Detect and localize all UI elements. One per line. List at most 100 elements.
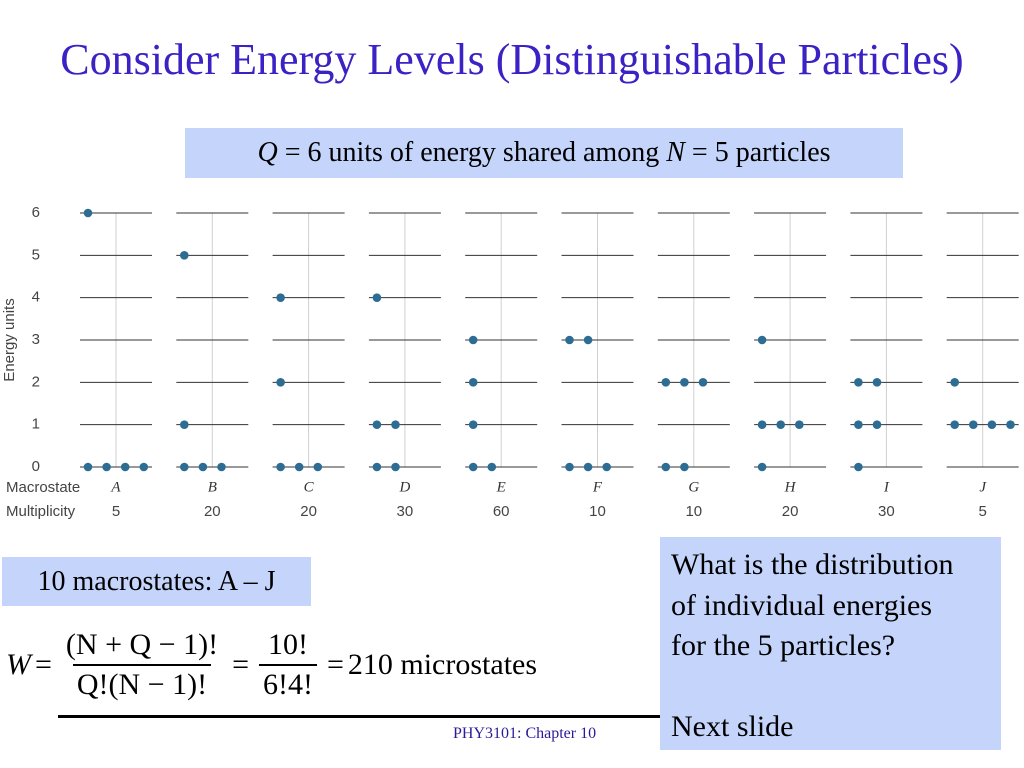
particle: [872, 420, 882, 429]
particle: [83, 462, 93, 472]
multiplicity-label: 20: [782, 503, 799, 520]
question-line: for the 5 particles?: [671, 629, 896, 662]
multiplicity-label: 5: [112, 503, 120, 520]
y-tick-label: 5: [32, 246, 40, 263]
formula-result: 210 microstates: [347, 648, 538, 681]
y-tick-label: 4: [32, 289, 40, 306]
y-tick-label: 3: [32, 331, 40, 348]
formula-equals: =: [326, 648, 344, 681]
next-slide: Next slide: [671, 710, 794, 743]
particle: [757, 462, 767, 472]
macrostate-label: G: [688, 479, 699, 495]
multiplicity-label: 10: [685, 503, 702, 520]
particle: [139, 462, 149, 472]
row-label: Macrostate: [6, 479, 80, 496]
denominator: 6!4!: [258, 664, 317, 704]
particle: [487, 462, 497, 472]
y-tick-label: 6: [32, 204, 40, 221]
particle: [276, 378, 285, 387]
formula-lhs: W: [6, 648, 31, 681]
particle: [757, 420, 767, 429]
particle: [468, 420, 478, 429]
particle: [565, 335, 574, 345]
macrostate-label: I: [883, 479, 890, 495]
particle: [372, 293, 382, 302]
particle: [583, 335, 593, 345]
particle: [661, 462, 671, 472]
macrostate-label: F: [592, 479, 603, 495]
y-axis-label: Energy units: [1, 298, 18, 381]
particle: [83, 208, 93, 218]
macrostate-label: E: [496, 479, 506, 495]
particle: [1006, 420, 1015, 429]
particle: [680, 378, 689, 387]
numerator: 10!: [267, 628, 308, 661]
subtitle-text: Q: [257, 137, 278, 168]
spacer: [671, 667, 1001, 708]
particle: [680, 462, 689, 472]
formula: W = (N + Q − 1)! Q!(N − 1)! = 10! 6!4! = 2…: [6, 620, 537, 710]
denominator: Q!(N − 1)!: [72, 664, 212, 704]
particle: [757, 335, 767, 345]
y-tick-label: 0: [32, 458, 40, 475]
particle: [854, 378, 863, 387]
particle: [180, 420, 189, 429]
particle: [468, 462, 478, 472]
particle: [969, 420, 978, 429]
fraction: 10! 6!4!: [258, 626, 317, 704]
particle: [583, 462, 593, 472]
multiplicity-label: 5: [979, 503, 987, 520]
multiplicity-label: 20: [204, 503, 221, 520]
particle: [198, 462, 208, 472]
question-line: of individual energies: [671, 588, 933, 622]
particle: [391, 462, 400, 472]
question-box: What is the distribution of individual e…: [660, 537, 1001, 750]
footer-rule: [58, 715, 662, 718]
formula-equals: =: [232, 648, 249, 681]
particle: [180, 251, 189, 260]
question-line: What is the distribution: [671, 548, 954, 581]
particle: [313, 462, 323, 472]
macrostate-label: C: [304, 479, 315, 495]
footer: PHY3101: Chapter 10: [453, 725, 597, 742]
multiplicity-label: 10: [589, 503, 606, 520]
particle: [294, 462, 304, 472]
y-tick-label: 2: [32, 373, 40, 390]
particle: [950, 378, 959, 387]
particle: [698, 378, 708, 387]
particle: [276, 462, 285, 472]
subtitle-text: N: [666, 137, 685, 168]
particle: [565, 462, 574, 472]
particle: [872, 378, 882, 387]
particle: [776, 420, 785, 429]
particle: [276, 293, 285, 302]
particle: [854, 462, 863, 472]
fraction: (N + Q − 1)! Q!(N − 1)!: [62, 626, 222, 704]
subtitle-box: Q = 6 units of energy shared among N = 5…: [185, 128, 903, 178]
particle: [391, 420, 400, 429]
macrostate-label: A: [110, 479, 121, 495]
subtitle-text: = 5 particles: [684, 137, 831, 168]
chart: 0 1 2 3 4 5 6 Energy units Macrostate Multiplicit…: [1, 204, 1019, 520]
particle: [102, 462, 111, 472]
macrostate-label: B: [208, 479, 217, 495]
y-tick-label: 1: [32, 416, 40, 433]
multiplicity-label: 60: [493, 503, 510, 520]
row-label: Multiplicity: [6, 503, 76, 520]
numerator: (N + Q − 1)!: [65, 628, 219, 661]
macrostates-note: 10 macrostates: A – J: [2, 557, 311, 606]
particle: [854, 420, 863, 429]
particle: [120, 462, 130, 472]
multiplicity-label: 30: [397, 503, 414, 520]
slide-title: Consider Energy Levels (Distinguishable …: [60, 35, 964, 84]
particle: [795, 420, 804, 429]
particle: [661, 378, 671, 387]
particle: [372, 420, 382, 429]
particle: [217, 462, 226, 472]
subtitle-text: = 6 units of energy shared among: [277, 137, 667, 168]
macrostate-label: H: [784, 479, 797, 495]
particle: [468, 335, 478, 345]
particle: [180, 462, 189, 472]
particle: [468, 378, 478, 387]
